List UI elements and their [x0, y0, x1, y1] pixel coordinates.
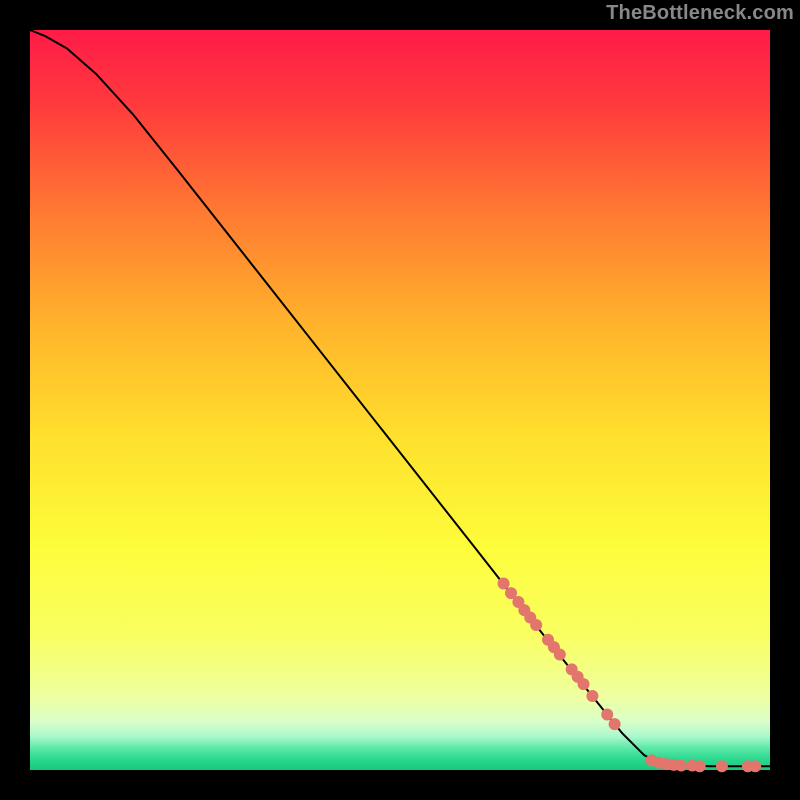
figure-frame: TheBottleneck.com	[0, 0, 800, 800]
plot-area	[30, 30, 770, 770]
data-marker	[586, 690, 598, 702]
data-marker	[675, 760, 687, 772]
watermark-text: TheBottleneck.com	[606, 2, 794, 25]
markers-layer	[30, 30, 770, 770]
data-marker	[694, 760, 706, 772]
data-marker	[554, 649, 566, 661]
data-marker	[716, 760, 728, 772]
data-marker	[578, 678, 590, 690]
data-marker	[601, 709, 613, 721]
data-marker	[749, 760, 761, 772]
data-marker	[498, 578, 510, 590]
data-marker	[530, 619, 542, 631]
data-marker	[609, 718, 621, 730]
